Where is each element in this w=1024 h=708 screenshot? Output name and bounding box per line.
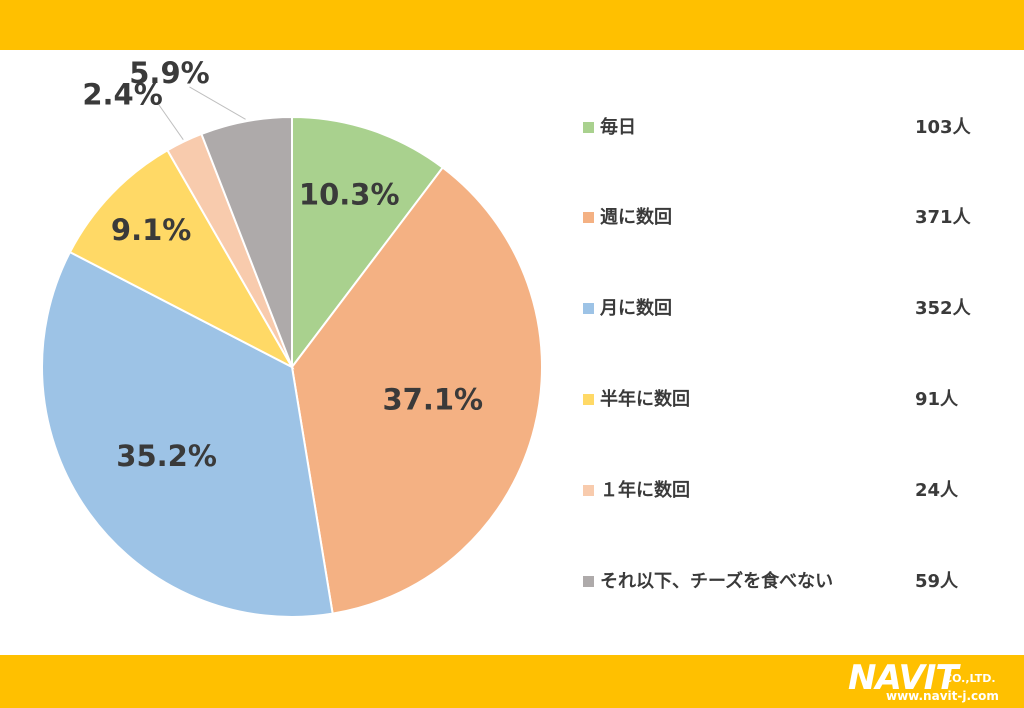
percent-label: 10.3% <box>299 177 400 211</box>
legend-swatch <box>583 576 594 587</box>
legend-swatch <box>583 212 594 223</box>
legend-item: 週に数回 371人 <box>583 206 983 230</box>
legend-item: 月に数回 352人 <box>583 297 983 321</box>
legend-label: １年に数回 <box>600 480 690 501</box>
legend-item: 毎日 103人 <box>583 116 983 140</box>
percent-label: 35.2% <box>116 439 217 473</box>
legend-swatch <box>583 394 594 405</box>
logo-suffix: CO.,LTD. <box>944 672 996 685</box>
pie-slice <box>41 250 334 618</box>
legend-label: 週に数回 <box>600 207 672 228</box>
pie-slice <box>290 166 543 615</box>
legend-count: 103人 <box>915 117 971 138</box>
legend-count: 24人 <box>915 480 959 501</box>
legend-item: 半年に数回 91人 <box>583 388 983 412</box>
legend-swatch <box>583 122 594 133</box>
leader-line <box>189 86 246 120</box>
percent-label: 9.1% <box>111 213 191 247</box>
legend-label: 半年に数回 <box>600 389 690 410</box>
leader-line <box>158 104 184 140</box>
top-band <box>0 0 1024 50</box>
bottom-band <box>0 655 1024 708</box>
legend-count: 371人 <box>915 207 971 228</box>
logo-name: NAVIT <box>848 658 959 698</box>
legend-item: それ以下、チーズを食べない 59人 <box>583 570 983 594</box>
percent-label: 5.9% <box>129 56 209 90</box>
pie-chart: 10.3% 37.1% 35.2% 9.1% 2.4%5.9% <box>41 56 543 618</box>
percent-label: 2.4% <box>82 77 162 111</box>
legend-swatch <box>583 485 594 496</box>
legend-label: 毎日 <box>600 117 636 138</box>
legend-count: 91人 <box>915 389 959 410</box>
company-logo: NAVIT CO.,LTD. www.navit-j.com <box>848 660 1018 704</box>
legend-count: 352人 <box>915 298 971 319</box>
logo-url: www.navit-j.com <box>886 689 999 703</box>
legend-swatch <box>583 303 594 314</box>
pie-slice <box>68 148 295 370</box>
percent-label: 37.1% <box>382 383 483 417</box>
legend-count: 59人 <box>915 571 959 592</box>
pie-slice <box>291 115 445 370</box>
legend-item: １年に数回 24人 <box>583 479 983 503</box>
pie-slice <box>200 115 293 368</box>
legend-label: 月に数回 <box>600 298 672 319</box>
legend-label: それ以下、チーズを食べない <box>600 571 834 592</box>
